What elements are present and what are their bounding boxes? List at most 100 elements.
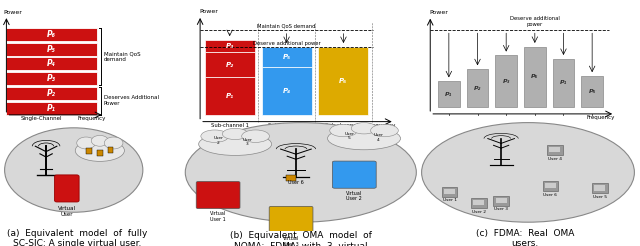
FancyBboxPatch shape [269, 206, 313, 233]
Text: User
5: User 5 [344, 132, 355, 140]
Ellipse shape [222, 128, 248, 139]
Bar [262, 67, 312, 115]
Text: P₂: P₂ [474, 86, 481, 91]
Bar [471, 198, 486, 208]
Text: Frequency: Frequency [367, 123, 396, 128]
Bar [438, 81, 460, 107]
Text: P₁: P₁ [225, 93, 234, 99]
Bar [205, 77, 255, 115]
Bar [205, 40, 255, 52]
Text: P₅: P₅ [282, 54, 291, 60]
Text: (a)  Equivalent  model  of  fully
SC-SIC: A single virtual user.: (a) Equivalent model of fully SC-SIC: A … [6, 229, 147, 246]
Bar [286, 175, 296, 182]
Text: Frequency: Frequency [77, 116, 106, 121]
Bar [594, 185, 605, 190]
Ellipse shape [186, 123, 417, 222]
Text: Virtual
User: Virtual User [58, 206, 76, 216]
Bar [524, 47, 545, 107]
Text: Virtual
User 3: Virtual User 3 [283, 236, 299, 246]
Bar [262, 47, 312, 67]
Text: (c)  FDMA:  Real  OMA
users.: (c) FDMA: Real OMA users. [476, 229, 574, 246]
Bar [205, 52, 255, 77]
Text: P₆: P₆ [531, 74, 538, 79]
Bar [108, 147, 113, 153]
FancyBboxPatch shape [54, 175, 79, 202]
Text: P₄: P₄ [47, 60, 56, 68]
Bar [444, 189, 455, 194]
Text: User 6: User 6 [288, 180, 304, 185]
Ellipse shape [371, 124, 398, 137]
Bar [6, 102, 97, 115]
Bar [6, 28, 97, 41]
Bar [553, 59, 574, 107]
Text: P₅: P₅ [47, 45, 56, 54]
Text: User 2: User 2 [472, 210, 486, 214]
Text: Virtual
User 2: Virtual User 2 [346, 190, 362, 201]
Text: User
4: User 4 [374, 133, 383, 142]
Text: User
3: User 3 [243, 138, 252, 146]
Text: User 3: User 3 [494, 207, 508, 212]
Bar [6, 72, 97, 85]
Text: Deserve additional power: Deserve additional power [253, 41, 321, 46]
Text: (b)  Equivalent  OMA  model  of
NOMA:  FDMA  with  3  virtual
OMA users.: (b) Equivalent OMA model of NOMA: FDMA w… [230, 231, 372, 246]
Text: P₁: P₁ [445, 92, 452, 97]
Text: User 1: User 1 [443, 199, 456, 202]
Text: Sub-channel 2: Sub-channel 2 [268, 123, 305, 128]
Bar [493, 196, 509, 206]
Bar [547, 145, 563, 155]
Text: User 6: User 6 [543, 193, 557, 197]
Text: P₃: P₃ [47, 74, 56, 83]
Text: P₄: P₄ [282, 88, 291, 94]
Ellipse shape [201, 130, 228, 142]
Ellipse shape [351, 123, 377, 134]
Text: User
2: User 2 [213, 137, 223, 145]
Bar [442, 186, 458, 197]
Text: Single-Channel: Single-Channel [20, 116, 61, 121]
Text: Power: Power [4, 10, 22, 15]
Bar [543, 181, 558, 191]
Text: Sub-channel 3: Sub-channel 3 [324, 123, 362, 128]
FancyBboxPatch shape [196, 182, 240, 209]
Bar [6, 43, 97, 56]
Ellipse shape [422, 123, 634, 222]
Text: P₁: P₁ [47, 104, 56, 113]
Ellipse shape [76, 140, 124, 161]
Ellipse shape [92, 135, 108, 146]
Bar [495, 198, 507, 203]
Bar [545, 183, 556, 188]
Text: P₃: P₃ [225, 43, 234, 49]
Ellipse shape [77, 137, 95, 149]
Text: Maintain QoS
demand: Maintain QoS demand [104, 51, 140, 62]
Text: P₁: P₁ [560, 80, 567, 85]
Text: P₅: P₅ [588, 89, 596, 94]
Text: P₃: P₃ [502, 79, 510, 84]
Text: User 4: User 4 [548, 156, 562, 161]
Bar [86, 148, 92, 154]
Text: User 5: User 5 [593, 195, 607, 199]
Text: Deserve additional
power: Deserve additional power [510, 16, 560, 27]
Ellipse shape [198, 133, 271, 155]
Bar [549, 147, 561, 152]
Ellipse shape [242, 130, 269, 142]
Ellipse shape [330, 124, 358, 137]
Text: Virtual
User 1: Virtual User 1 [210, 211, 226, 222]
Bar [581, 76, 603, 107]
Text: Power: Power [199, 9, 218, 14]
Text: P₂: P₂ [225, 62, 234, 68]
Bar [467, 69, 488, 107]
Bar [97, 150, 102, 156]
Bar [319, 47, 369, 115]
Text: Deserves Additional
Power: Deserves Additional Power [104, 95, 159, 106]
Bar [6, 58, 97, 70]
Text: Power: Power [429, 10, 449, 15]
Ellipse shape [328, 127, 401, 150]
Text: P₂: P₂ [47, 89, 56, 98]
Ellipse shape [4, 128, 143, 212]
FancyBboxPatch shape [332, 161, 376, 188]
Bar [6, 87, 97, 100]
Bar [592, 183, 607, 193]
Ellipse shape [104, 137, 123, 149]
Text: P₆: P₆ [339, 78, 348, 84]
Text: Maintain QoS demand: Maintain QoS demand [257, 24, 316, 29]
Bar [495, 55, 517, 107]
